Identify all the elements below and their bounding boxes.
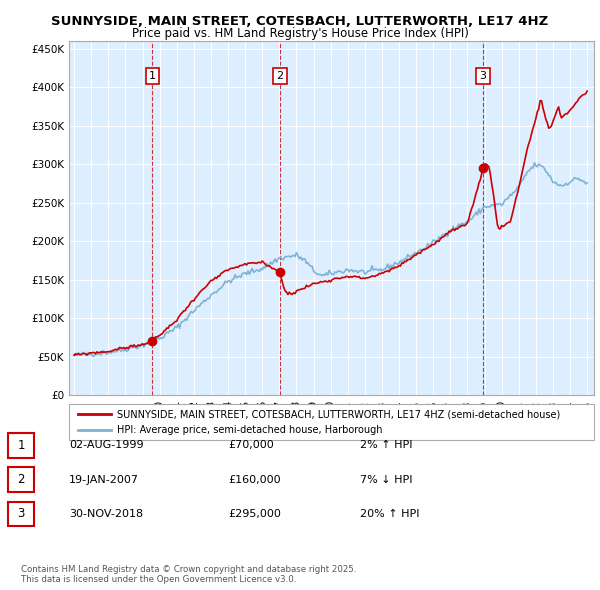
Text: 2: 2	[277, 71, 284, 81]
Text: 7% ↓ HPI: 7% ↓ HPI	[360, 475, 413, 484]
Text: 19-JAN-2007: 19-JAN-2007	[69, 475, 139, 484]
Text: SUNNYSIDE, MAIN STREET, COTESBACH, LUTTERWORTH, LE17 4HZ: SUNNYSIDE, MAIN STREET, COTESBACH, LUTTE…	[52, 15, 548, 28]
Text: 30-NOV-2018: 30-NOV-2018	[69, 509, 143, 519]
Text: 1: 1	[17, 439, 25, 452]
Text: 2: 2	[17, 473, 25, 486]
Text: Contains HM Land Registry data © Crown copyright and database right 2025.
This d: Contains HM Land Registry data © Crown c…	[21, 565, 356, 584]
Text: 3: 3	[479, 71, 487, 81]
Text: 3: 3	[17, 507, 25, 520]
Text: £70,000: £70,000	[228, 441, 274, 450]
Text: Price paid vs. HM Land Registry's House Price Index (HPI): Price paid vs. HM Land Registry's House …	[131, 27, 469, 40]
Text: £295,000: £295,000	[228, 509, 281, 519]
Text: 02-AUG-1999: 02-AUG-1999	[69, 441, 143, 450]
Text: 2% ↑ HPI: 2% ↑ HPI	[360, 441, 413, 450]
Text: 20% ↑ HPI: 20% ↑ HPI	[360, 509, 419, 519]
Text: £160,000: £160,000	[228, 475, 281, 484]
Text: SUNNYSIDE, MAIN STREET, COTESBACH, LUTTERWORTH, LE17 4HZ (semi-detached house): SUNNYSIDE, MAIN STREET, COTESBACH, LUTTE…	[117, 409, 560, 419]
Text: 1: 1	[149, 71, 156, 81]
Text: HPI: Average price, semi-detached house, Harborough: HPI: Average price, semi-detached house,…	[117, 425, 383, 435]
